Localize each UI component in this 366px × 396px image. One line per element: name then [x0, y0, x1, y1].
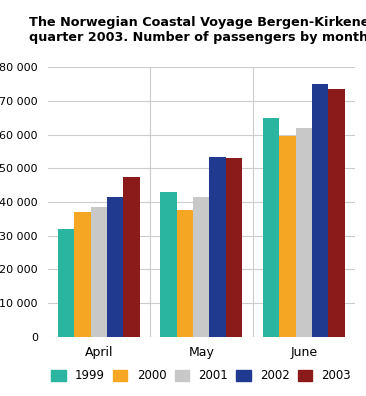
- Bar: [226, 158, 242, 337]
- Bar: [58, 229, 74, 337]
- Bar: [209, 156, 226, 337]
- Bar: [160, 192, 177, 337]
- Bar: [123, 177, 140, 337]
- Bar: [91, 207, 107, 337]
- Bar: [193, 197, 209, 337]
- Bar: [74, 212, 91, 337]
- Bar: [107, 197, 123, 337]
- Bar: [296, 128, 312, 337]
- Bar: [263, 118, 279, 337]
- Legend: 1999, 2000, 2001, 2002, 2003: 1999, 2000, 2001, 2002, 2003: [51, 369, 351, 383]
- Bar: [312, 84, 328, 337]
- Bar: [328, 89, 345, 337]
- Bar: [279, 136, 296, 337]
- Bar: [177, 210, 193, 337]
- Text: The Norwegian Coastal Voyage Bergen-Kirkenes, 2nd
quarter 2003. Number of passen: The Norwegian Coastal Voyage Bergen-Kirk…: [29, 16, 366, 44]
